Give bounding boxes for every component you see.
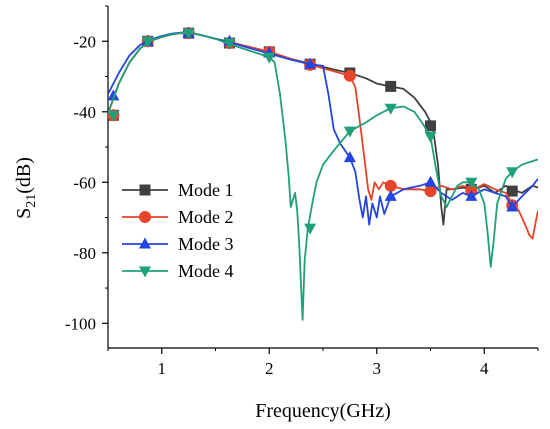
legend-label: Mode 2 xyxy=(178,207,234,227)
x-axis-title: Frequency(GHz) xyxy=(255,400,391,422)
data-point xyxy=(424,175,437,187)
legend-label: Mode 1 xyxy=(178,180,234,200)
data-point xyxy=(108,89,120,101)
data-point xyxy=(424,185,437,198)
y-tick-label: -40 xyxy=(73,103,96,122)
legend-item: Mode 1 xyxy=(122,180,234,200)
data-point xyxy=(108,110,120,122)
y-axis-title: S21(dB) xyxy=(13,157,39,219)
x-tick-label: 1 xyxy=(158,359,167,378)
data-point xyxy=(141,36,154,48)
data-point xyxy=(465,189,478,201)
data-point xyxy=(304,223,317,235)
legend-marker xyxy=(139,266,151,278)
data-point xyxy=(304,57,317,69)
data-point xyxy=(384,103,397,115)
series-4 xyxy=(108,28,538,321)
data-point xyxy=(465,177,478,189)
legend-label: Mode 4 xyxy=(178,261,234,281)
tick-labels: 1 2 3 4 -20 -40 -60 -80 -100 xyxy=(65,32,489,378)
x-tick-label: 4 xyxy=(480,359,489,378)
series-line xyxy=(108,31,538,240)
data-point xyxy=(182,28,195,40)
data-point xyxy=(385,80,397,92)
y-tick-label: -20 xyxy=(73,32,96,51)
data-point xyxy=(424,131,437,143)
data-point xyxy=(343,69,356,82)
y-tick-label: -60 xyxy=(73,173,96,192)
series-line xyxy=(108,31,538,321)
data-point xyxy=(263,52,276,64)
legend-item: Mode 2 xyxy=(122,207,234,227)
legend-label: Mode 3 xyxy=(178,234,234,254)
y-axis-title-main: S xyxy=(13,208,35,219)
series-3 xyxy=(108,26,538,226)
data-point xyxy=(384,189,397,201)
legend: Mode 1 Mode 2 Mode 3 Mode 4 xyxy=(122,180,234,281)
axes xyxy=(102,5,539,354)
y-tick-label: -100 xyxy=(65,314,96,333)
data-point xyxy=(506,200,519,212)
data-point xyxy=(343,151,356,163)
legend-item: Mode 4 xyxy=(122,261,234,281)
x-tick-label: 2 xyxy=(265,359,274,378)
data-point xyxy=(343,126,356,138)
legend-marker xyxy=(139,237,151,249)
legend-marker xyxy=(139,211,151,223)
data-point xyxy=(506,167,519,179)
y-tick-label: -80 xyxy=(73,244,96,263)
legend-marker xyxy=(139,184,151,196)
data-point xyxy=(223,38,236,50)
data-point xyxy=(506,185,518,197)
data-point xyxy=(384,179,397,192)
series-2 xyxy=(108,27,538,240)
series-layer xyxy=(108,26,538,321)
y-axis-title-unit: (dB) xyxy=(13,157,35,194)
data-point xyxy=(425,120,436,132)
x-tick-label: 3 xyxy=(373,359,382,378)
y-axis-title-sub: 21 xyxy=(24,194,39,208)
legend-item: Mode 3 xyxy=(122,234,234,254)
